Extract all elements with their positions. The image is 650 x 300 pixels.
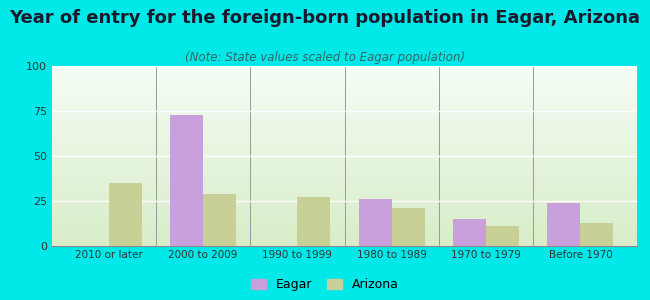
Bar [203,194,236,246]
Bar [170,115,203,246]
Bar [453,219,486,246]
Bar [297,197,330,246]
Bar [109,183,142,246]
Bar [392,208,424,246]
Text: (Note: State values scaled to Eagar population): (Note: State values scaled to Eagar popu… [185,51,465,64]
Legend: Eagar, Arizona: Eagar, Arizona [248,276,402,294]
Bar [359,199,392,246]
Bar [547,203,580,246]
Bar [486,226,519,246]
Bar [580,223,614,246]
Text: Year of entry for the foreign-born population in Eagar, Arizona: Year of entry for the foreign-born popul… [10,9,640,27]
